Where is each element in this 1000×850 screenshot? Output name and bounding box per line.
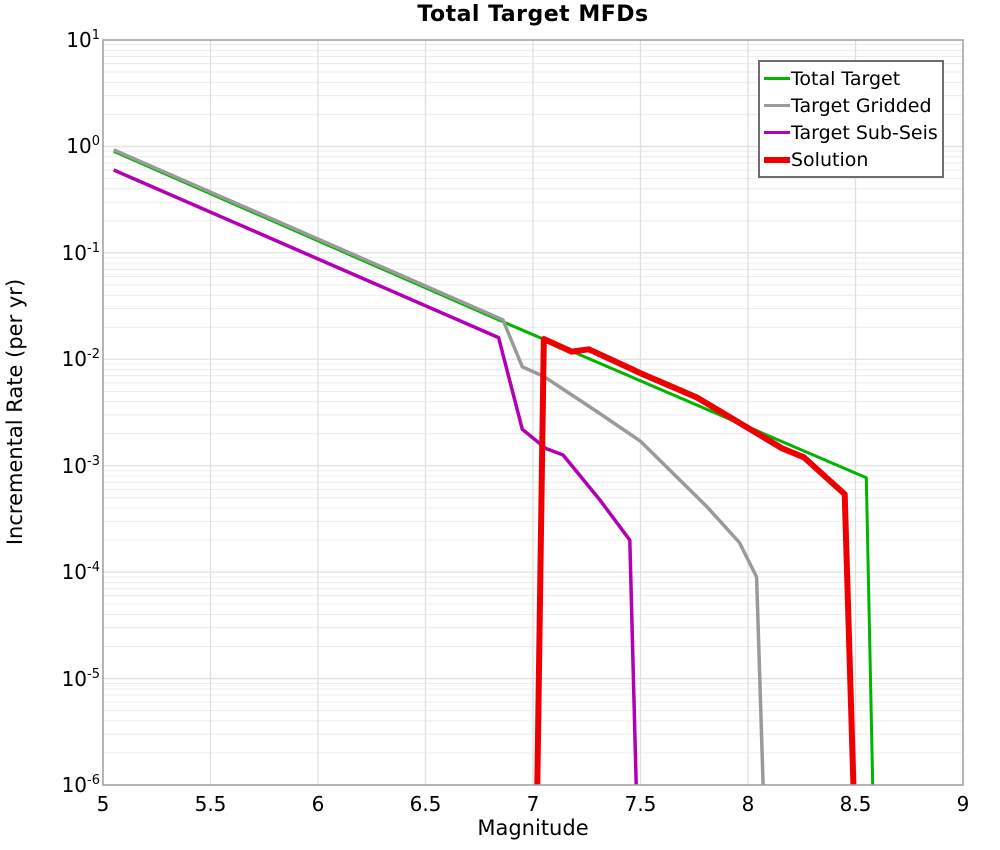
legend-label: Target Sub-Seis <box>791 121 938 144</box>
y-tick-base: 10 <box>61 240 88 265</box>
legend-item-solution: Solution <box>764 146 938 173</box>
legend-swatch-total-target <box>764 77 790 80</box>
y-tick-base: 10 <box>61 773 88 797</box>
x-axis-label: Magnitude <box>477 816 589 840</box>
y-tick-base: 10 <box>61 560 88 585</box>
plot-frame <box>102 39 964 786</box>
legend-item-target-gridded: Target Gridded <box>764 92 938 119</box>
x-tick-label: 9 <box>956 792 970 816</box>
legend-swatch-target-sub-seis <box>764 130 790 135</box>
y-tick-label: 10-4 <box>0 559 100 585</box>
y-tick-exponent: -4 <box>87 560 100 576</box>
legend-label: Target Gridded <box>791 94 932 117</box>
legend-item-total-target: Total Target <box>764 65 938 92</box>
y-tick-label: 10-6 <box>0 772 100 798</box>
y-tick-base: 10 <box>66 134 92 159</box>
y-tick-exponent: -5 <box>87 666 100 682</box>
chart-title: Total Target MFDs <box>417 2 649 27</box>
legend: Total Target Target Gridded Target Sub-Sei… <box>758 60 944 178</box>
y-tick-label: 10-1 <box>0 240 100 266</box>
legend-label: Solution <box>791 148 869 171</box>
y-tick-base: 10 <box>61 347 88 372</box>
y-tick-exponent: -2 <box>87 347 100 363</box>
legend-item-target-sub-seis: Target Sub-Seis <box>764 119 938 146</box>
legend-swatch-target-gridded <box>764 103 790 108</box>
y-tick-exponent: 0 <box>91 134 100 150</box>
y-tick-base: 10 <box>61 453 88 478</box>
legend-label: Total Target <box>791 67 901 90</box>
x-tick-label: 5 <box>96 792 110 816</box>
x-tick-label: 6.5 <box>409 792 442 816</box>
x-tick-label: 8.5 <box>839 792 872 816</box>
x-tick-label: 7.5 <box>624 792 657 816</box>
x-tick-label: 5.5 <box>194 792 227 816</box>
x-tick-label: 7 <box>526 792 540 816</box>
y-tick-label: 100 <box>0 133 100 159</box>
y-tick-exponent: -3 <box>87 453 100 469</box>
y-axis-label: Incremental Rate (per yr) <box>3 278 27 546</box>
series-line-solution <box>534 336 857 785</box>
legend-swatch-solution <box>764 156 790 163</box>
y-tick-exponent: 1 <box>91 28 100 43</box>
y-tick-label: 10-3 <box>0 453 100 479</box>
series-line-target-gridded <box>112 148 765 785</box>
y-tick-label: 10-5 <box>0 666 100 692</box>
y-tick-label: 10-2 <box>0 346 100 372</box>
y-tick-exponent: -1 <box>87 240 100 256</box>
y-tick-base: 10 <box>66 28 92 52</box>
series-line-target-sub-seis <box>113 168 638 785</box>
x-tick-label: 6 <box>311 792 325 816</box>
x-tick-label: 8 <box>741 792 755 816</box>
y-tick-base: 10 <box>61 666 88 691</box>
y-tick-exponent: -6 <box>87 773 100 788</box>
y-tick-label: 101 <box>0 27 100 53</box>
